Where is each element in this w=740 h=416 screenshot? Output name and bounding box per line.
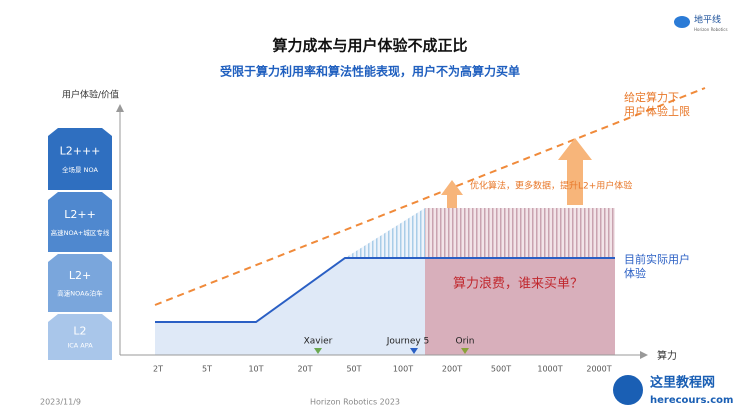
level-desc: ICA APA [67, 341, 93, 349]
level-box [48, 254, 112, 312]
footer-date: 2023/11/9 [40, 398, 81, 407]
arrow-up-small [441, 180, 463, 208]
chip-marker [410, 348, 418, 354]
level-box [48, 314, 112, 360]
annotation-upper-limit: 给定算力下用户体验上限 [624, 90, 690, 118]
text-line: 给定算力下 [624, 90, 679, 104]
level-box [48, 192, 112, 252]
headroom-blue [345, 208, 425, 258]
level-desc: 高速NOA&泊车 [57, 288, 103, 297]
level-desc: 全场景 NOA [62, 165, 98, 174]
level-name: L2 [73, 324, 86, 337]
x-tick-label: 100T [393, 365, 413, 374]
x-tick-label: 200T [442, 365, 462, 374]
x-tick-label: 10T [248, 365, 263, 374]
x-tick-label: 2000T [586, 365, 611, 374]
y-arrow [116, 104, 124, 112]
x-label: 算力 [657, 349, 677, 362]
x-tick-label: 5T [202, 365, 212, 374]
x-tick-label: 20T [297, 365, 312, 374]
waste-area [425, 258, 615, 355]
chip-marker [461, 348, 469, 354]
logo-sub: Horizon Robotics [694, 27, 728, 32]
level-name: L2++ [64, 208, 96, 221]
annotation-actual: 目前实际用户体验 [624, 252, 690, 280]
upper-limit-line [154, 87, 706, 306]
x-tick-label: 500T [491, 365, 511, 374]
chip-label: Xavier [304, 337, 333, 347]
headroom-pink [425, 208, 615, 258]
annotation-improve: 优化算法，更多数据，提升L2+用户体验 [470, 180, 632, 192]
level-box [48, 128, 112, 190]
x-tick-label: 1000T [537, 365, 562, 374]
x-tick-label: 2T [153, 365, 163, 374]
chip-marker [314, 348, 322, 354]
watermark-url: herecours.com [650, 395, 733, 406]
text-line: 体验 [624, 266, 646, 280]
actual-line [155, 257, 615, 323]
level-name: L2+++ [60, 145, 101, 158]
footer-company: Horizon Robotics 2023 [310, 398, 400, 407]
arrow-up-large [558, 138, 592, 205]
subtitle: 受限于算力利用率和算法性能表现，用户不为高算力买单 [220, 64, 520, 79]
x-arrow [640, 351, 648, 359]
logo-text: 地平线 [694, 14, 721, 26]
text-line: 目前实际用户 [624, 252, 690, 266]
y-label: 用户体验/价值 [62, 89, 119, 101]
level-desc: 高速NOA+城区专线 [51, 228, 110, 237]
chip-label: Journey 5 [386, 337, 430, 347]
title: 算力成本与用户体验不成正比 [272, 37, 467, 55]
logo: 地平线 Horizon Robotics [674, 14, 728, 32]
chip-label: Orin [456, 337, 475, 347]
watermark-name: 这里教程网 [650, 375, 715, 391]
watermark-icon [613, 375, 643, 405]
logo-icon [674, 16, 690, 28]
watermark: 这里教程网 herecours.com [613, 375, 733, 406]
text-line: 用户体验上限 [624, 104, 690, 118]
level-name: L2+ [69, 269, 91, 282]
x-tick-label: 50T [346, 365, 361, 374]
annotation-waste: 算力浪费，谁来买单？ [453, 277, 583, 292]
